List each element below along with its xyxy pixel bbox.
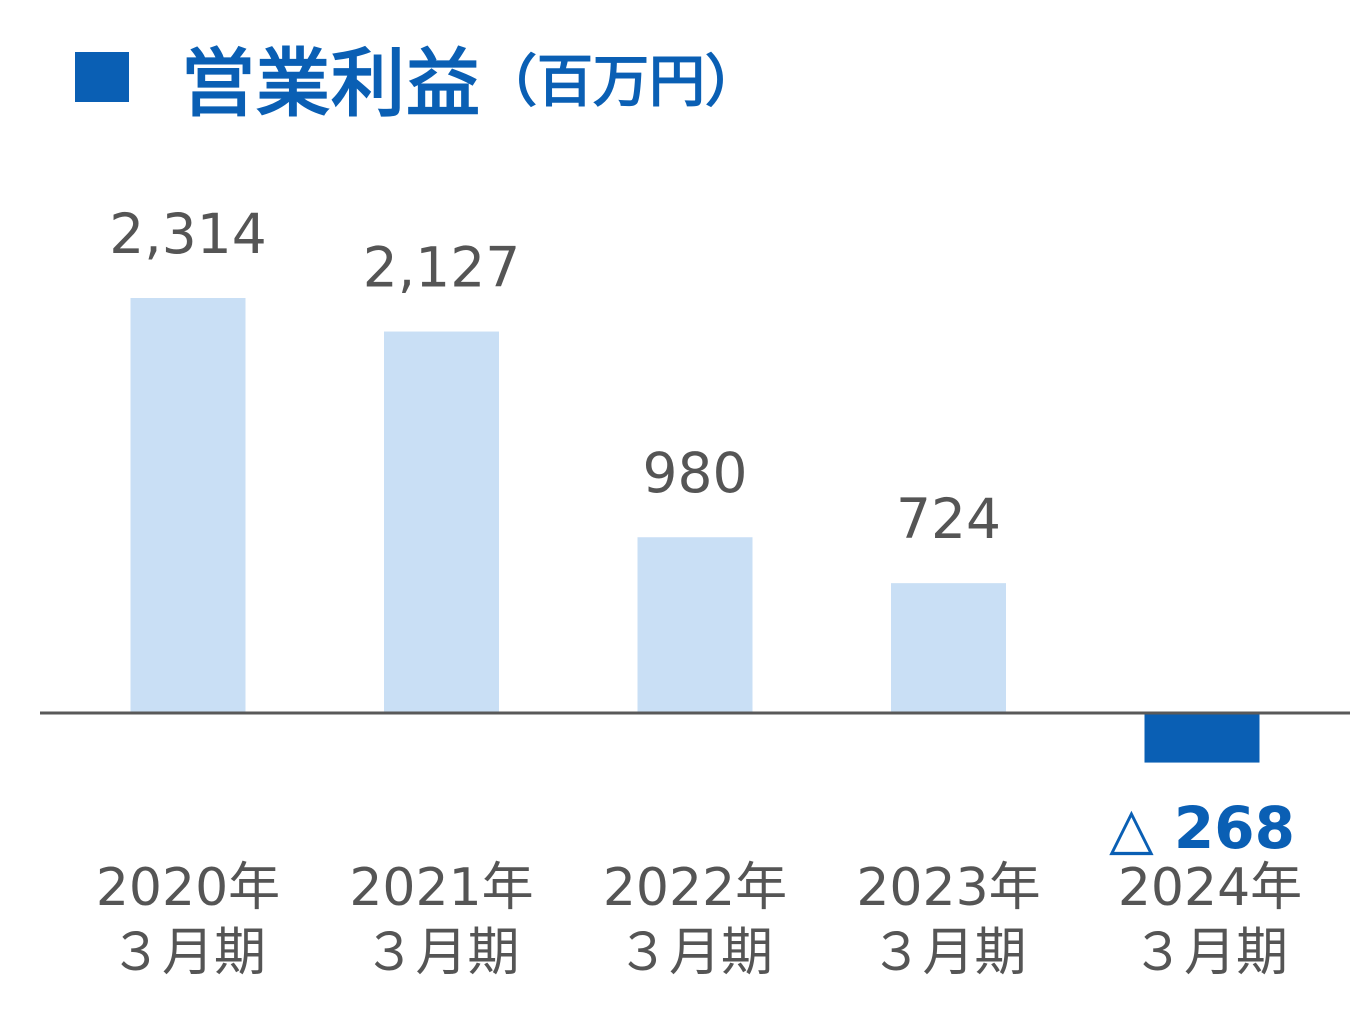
- bar-0: [130, 298, 246, 713]
- x-axis-label-3: 2023年３月期: [856, 858, 1040, 983]
- chart-title-unit: （百万円）: [481, 49, 761, 115]
- x-axis-label-0: 2020年３月期: [96, 858, 280, 983]
- bar-1: [384, 331, 499, 713]
- value-label-2: 980: [643, 441, 748, 505]
- value-label-4: △ 268: [1109, 794, 1295, 862]
- x-axis-label-period-4: ３月期: [1132, 923, 1288, 983]
- x-axis-label-period-2: ３月期: [617, 923, 773, 983]
- x-axis-label-period-1: ３月期: [363, 923, 519, 983]
- bar-4: [1144, 714, 1260, 763]
- x-axis-label-period-0: ３月期: [110, 923, 266, 983]
- value-label-3: 724: [896, 487, 1001, 551]
- bar-2: [637, 537, 753, 713]
- x-axis-label-year-1: 2021年: [349, 858, 533, 918]
- bars-layer: [130, 298, 1260, 763]
- x-axis-label-period-3: ３月期: [870, 923, 1026, 983]
- x-axis-label-4: 2024年３月期: [1118, 858, 1302, 983]
- x-axis-label-year-2: 2022年: [603, 858, 787, 918]
- value-label-0: 2,314: [109, 202, 266, 266]
- x-axis-label-year-0: 2020年: [96, 858, 280, 918]
- chart-header: 営業利益 （百万円）: [75, 22, 761, 132]
- x-axis-label-2: 2022年３月期: [603, 858, 787, 983]
- value-labels-layer: 2,314 2,127 980 724 △ 268: [109, 202, 1295, 862]
- x-axis-label-year-3: 2023年: [856, 858, 1040, 918]
- x-axis-label-year-4: 2024年: [1118, 858, 1302, 918]
- chart-title: 営業利益: [181, 40, 481, 127]
- bar-3: [891, 583, 1006, 713]
- value-label-1: 2,127: [363, 236, 520, 300]
- square-bullet-icon: [75, 52, 129, 102]
- x-axis-label-1: 2021年３月期: [349, 858, 533, 983]
